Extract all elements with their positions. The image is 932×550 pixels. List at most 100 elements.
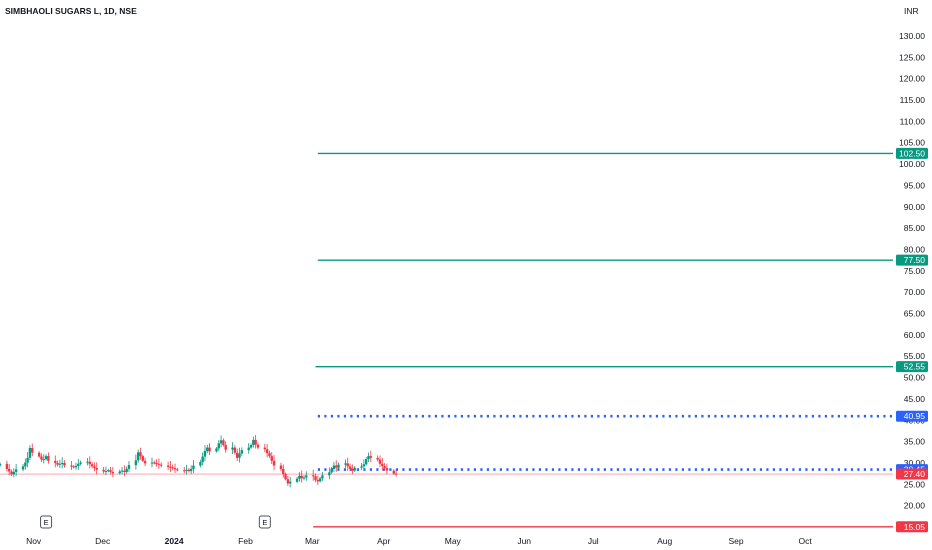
candle-body [21, 466, 25, 470]
level-price-text: 27.40 [904, 469, 926, 479]
candle-body [302, 477, 306, 479]
candle-body [24, 462, 27, 467]
candle-body [381, 463, 384, 466]
candle-body [118, 471, 121, 474]
candle-body [136, 452, 140, 461]
candle-body [0, 463, 2, 466]
candle-body [263, 447, 267, 450]
candle-body [318, 478, 322, 482]
time-tick-label: Aug [657, 536, 672, 546]
price-tick-label: 105.00 [899, 138, 925, 148]
candle-body [8, 468, 11, 472]
candle-body [222, 440, 225, 446]
time-tick-label: Jul [588, 536, 599, 546]
candle-body [240, 450, 244, 454]
symbol-title: SIMBHAOLI SUGARS L, 1D, NSE [5, 6, 137, 16]
candle-body [288, 481, 292, 484]
candle-body [95, 468, 98, 470]
candle-body [104, 471, 108, 473]
level-price-badge [896, 254, 928, 266]
candle-body [362, 464, 366, 467]
earnings-marker-label: E [44, 518, 49, 527]
price-axis: 20.0025.0030.0035.0040.0045.0050.0055.00… [899, 31, 925, 511]
candle-body [72, 466, 75, 468]
candle-body [348, 466, 352, 469]
earnings-marker[interactable] [40, 515, 53, 529]
candle-body [206, 447, 209, 452]
candle-body [26, 457, 29, 463]
candle-body [353, 467, 356, 471]
candle-body [176, 469, 179, 471]
candle-body [139, 452, 142, 457]
time-tick-label: Dec [95, 536, 111, 546]
price-tick-label: 115.00 [900, 95, 926, 105]
candle-body [47, 456, 50, 461]
time-axis: Nov Dec 2024 Feb Mar Apr May Jun Jul Aug Sep Oct [26, 536, 812, 546]
earnings-marker-label: E [262, 518, 267, 527]
level-price-badge [896, 361, 928, 373]
price-tick-label: 100.00 [899, 159, 925, 169]
level-price-text: 52.55 [904, 362, 926, 372]
candle-body [111, 471, 115, 474]
candle-body [125, 468, 128, 472]
candle-body [330, 468, 333, 473]
candle-body [383, 465, 386, 469]
price-tick-label: 120.00 [899, 74, 925, 84]
candle-body [369, 456, 372, 458]
candle-body [56, 462, 59, 465]
candle-body [203, 451, 207, 457]
time-tick-label: Nov [26, 536, 42, 546]
candle-body [247, 447, 250, 451]
time-tick-label: Oct [799, 536, 813, 546]
price-tick-label: 110.00 [900, 116, 926, 126]
candle-body [77, 463, 80, 466]
level-price-badge [896, 468, 928, 480]
candle-body [376, 457, 379, 460]
candle-body [88, 461, 92, 465]
candle-body [74, 465, 78, 468]
candle-body [79, 462, 82, 464]
candle-body [208, 447, 211, 452]
candle-body [332, 465, 336, 469]
time-tick-label: Feb [238, 536, 253, 546]
candle-body [153, 462, 156, 464]
candle-body [70, 465, 73, 467]
candle-body [236, 452, 239, 458]
candle-body [141, 456, 144, 461]
price-tick-label: 55.00 [904, 351, 926, 361]
candle-body [284, 474, 287, 480]
candle-body [286, 479, 290, 484]
candle-body [321, 475, 324, 479]
time-tick-label: Jun [517, 536, 531, 546]
candle-body [160, 464, 163, 466]
level-price-badge [896, 521, 928, 533]
candle-body [312, 475, 315, 477]
candle-body [60, 462, 64, 464]
earnings-marker[interactable] [258, 515, 271, 529]
candle-body [58, 463, 62, 465]
candle-body [249, 445, 253, 448]
price-tick-label: 125.00 [899, 52, 925, 62]
candle-body [215, 448, 218, 452]
candle-body [120, 470, 124, 472]
currency-label: INR [904, 6, 919, 16]
candle-body [199, 462, 202, 466]
price-tick-label: 50.00 [904, 373, 926, 383]
candle-body [40, 456, 43, 460]
price-tick-label: 45.00 [904, 394, 926, 404]
price-tick-label: 35.00 [904, 437, 926, 447]
candle-body [143, 460, 147, 464]
candle-body [44, 456, 48, 460]
candle-body [173, 468, 177, 470]
candle-body [392, 470, 396, 474]
price-tick-label: 130.00 [899, 31, 925, 41]
candle-body [305, 475, 308, 478]
candle-body [346, 463, 349, 467]
price-tick-label: 80.00 [904, 244, 926, 254]
level-price-text: 15.05 [904, 522, 926, 532]
candle-body [107, 470, 110, 472]
level-price-badge [896, 147, 928, 159]
candle-body [31, 448, 34, 453]
